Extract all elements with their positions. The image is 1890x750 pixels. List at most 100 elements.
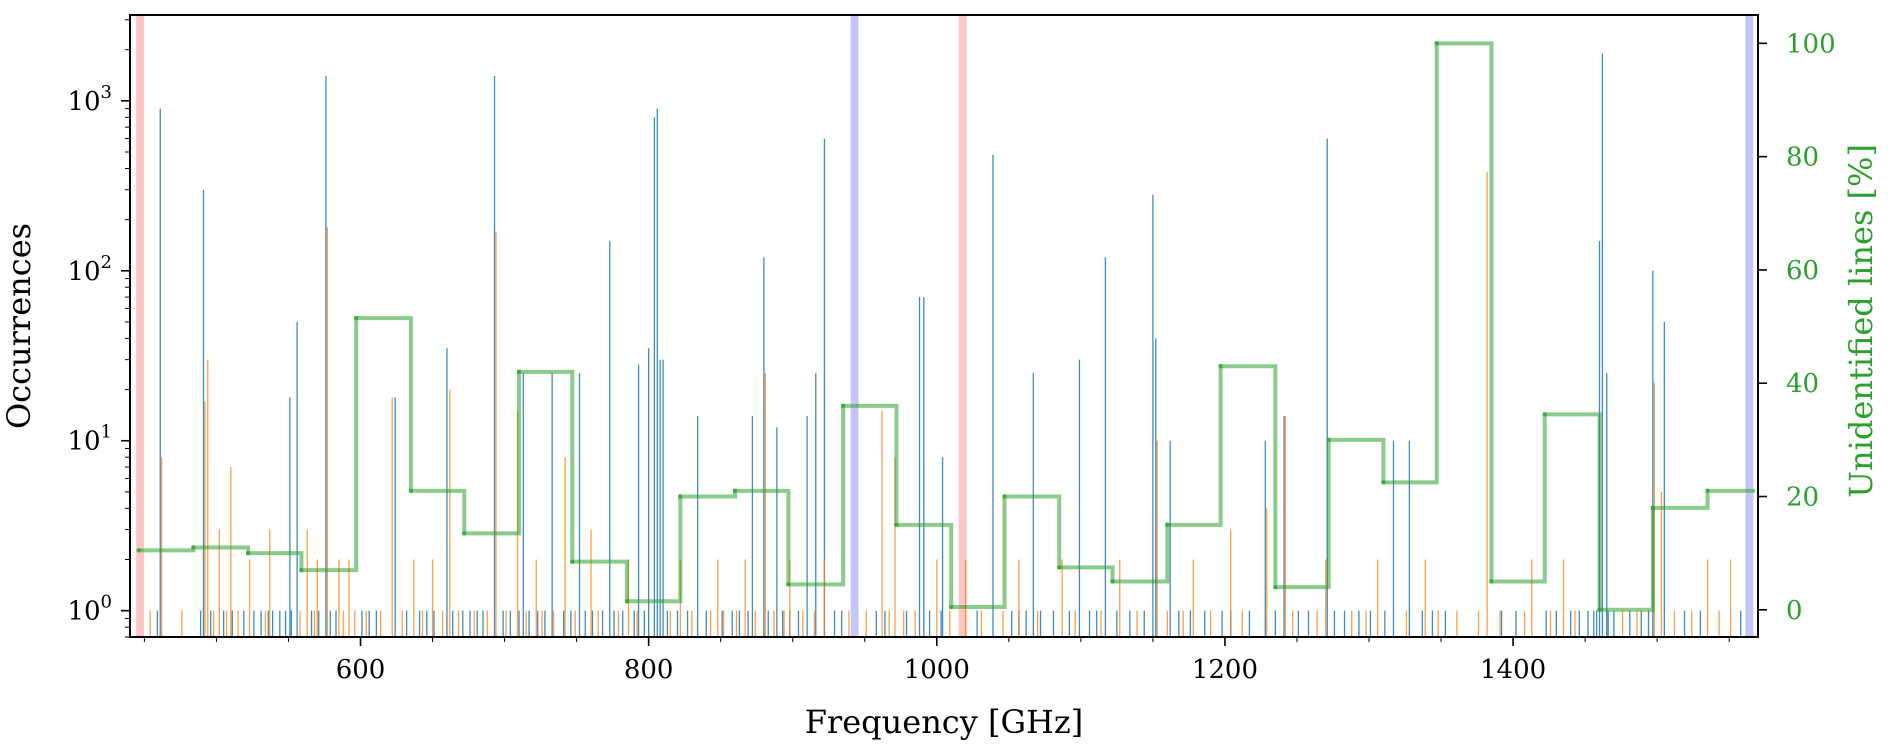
x-tick-label: 1200	[1192, 655, 1258, 685]
unidentified-bar	[535, 559, 537, 637]
unidentified-bar	[597, 610, 599, 637]
unidentified-bar	[204, 401, 206, 637]
identified-bar	[1068, 610, 1070, 637]
identified-bar	[375, 610, 378, 637]
unidentified-bar	[306, 529, 308, 637]
unidentified-bar	[348, 559, 350, 637]
unidentified-bar	[552, 610, 555, 637]
identified-bar	[1421, 610, 1423, 637]
unidentified-bar	[413, 559, 415, 637]
fraction-point	[191, 545, 196, 550]
identified-bar	[666, 610, 669, 637]
unidentified-bar	[1119, 559, 1121, 637]
identified-bar	[747, 610, 749, 637]
identified-bar	[662, 359, 664, 637]
y2-tick-label: 0	[1786, 596, 1803, 626]
identified-bar	[918, 297, 921, 637]
unidentified-bar	[1166, 610, 1168, 637]
identified-bar	[1129, 610, 1131, 637]
identified-bar	[763, 257, 765, 637]
unidentified-bar	[1437, 610, 1439, 637]
identified-bar	[1169, 440, 1171, 637]
y2-tick-label: 20	[1786, 483, 1819, 513]
identified-bar	[222, 610, 225, 637]
unidentified-bar	[813, 610, 815, 637]
unidentified-bar	[1100, 610, 1102, 637]
identified-bar	[1683, 610, 1686, 637]
identified-bar	[159, 108, 161, 638]
unidentified-bar	[1192, 559, 1194, 637]
identified-bar	[1663, 321, 1666, 637]
y2-tick-label: 40	[1786, 369, 1819, 399]
identified-bar	[544, 610, 546, 637]
unidentified-bar	[316, 559, 318, 637]
identified-bar	[823, 138, 826, 637]
unidentified-bar	[230, 467, 232, 637]
identified-bar	[469, 610, 471, 637]
y-tick-label: 100	[67, 592, 112, 627]
unidentified-bar	[1156, 440, 1158, 637]
identified-bar	[1333, 610, 1336, 637]
unidentified-bars	[149, 172, 1732, 638]
identified-bar	[1248, 610, 1251, 637]
unidentified-bar	[207, 359, 209, 637]
fraction-step-line	[138, 41, 1756, 612]
identified-bar	[405, 610, 408, 637]
identified-bar	[705, 610, 707, 637]
fraction-point	[678, 494, 683, 499]
identified-bar	[563, 610, 565, 637]
unidentified-bar	[1531, 559, 1533, 637]
identified-bar	[578, 373, 581, 637]
unidentified-bar	[1061, 559, 1063, 637]
unidentified-bar	[802, 610, 804, 637]
identified-bar	[1011, 610, 1013, 637]
identified-bar	[318, 610, 320, 637]
unidentified-bar	[380, 610, 382, 637]
unidentified-bar	[525, 610, 527, 637]
identified-bar	[290, 610, 293, 637]
fraction-point	[353, 315, 359, 321]
identified-bar	[1155, 338, 1157, 637]
unidentified-bar	[1036, 610, 1039, 637]
unidentified-bar	[564, 457, 566, 637]
identified-bar	[1515, 610, 1517, 637]
unidentified-bar	[1549, 610, 1552, 637]
y-tick-label: 102	[67, 252, 112, 287]
unidentified-bar	[1182, 610, 1184, 637]
unidentified-bar	[264, 610, 267, 637]
identified-bar	[1178, 610, 1180, 637]
identified-bar	[622, 610, 624, 637]
unidentified-bar	[1405, 610, 1408, 637]
fraction-point	[516, 369, 522, 375]
identified-bar	[537, 610, 539, 637]
unidentified-bar	[888, 610, 890, 637]
unidentified-bar	[269, 529, 271, 637]
unidentified-bar	[449, 389, 451, 637]
unidentified-bar	[636, 610, 638, 637]
unidentified-bar	[881, 410, 883, 637]
unidentified-bar	[964, 559, 967, 637]
y-axis-left: 100 101 102 103	[67, 19, 130, 638]
identified-bar	[1595, 610, 1598, 637]
unidentified-bar	[617, 610, 620, 637]
unidentified-bar	[1660, 491, 1663, 637]
unidentified-bar	[181, 610, 183, 637]
identified-bar	[1652, 270, 1654, 637]
fraction-point	[1542, 412, 1547, 417]
unidentified-bar	[1325, 559, 1327, 637]
fraction-point	[1650, 505, 1656, 511]
identified-bar	[231, 610, 233, 637]
identified-bar	[815, 373, 817, 637]
identified-bar	[1392, 440, 1395, 637]
unidentified-bar	[894, 457, 896, 637]
identified-bar	[1343, 610, 1346, 637]
identified-bar	[1032, 373, 1034, 637]
identified-bar	[310, 610, 313, 637]
unidentified-bar	[541, 610, 543, 637]
unidentified-bar	[744, 559, 746, 637]
identified-bar	[686, 610, 689, 637]
unidentified-bar	[431, 559, 434, 637]
x-axis-title: Frequency [GHz]	[805, 703, 1084, 741]
identified-bar	[976, 610, 978, 637]
unidentified-bar	[1691, 610, 1693, 637]
